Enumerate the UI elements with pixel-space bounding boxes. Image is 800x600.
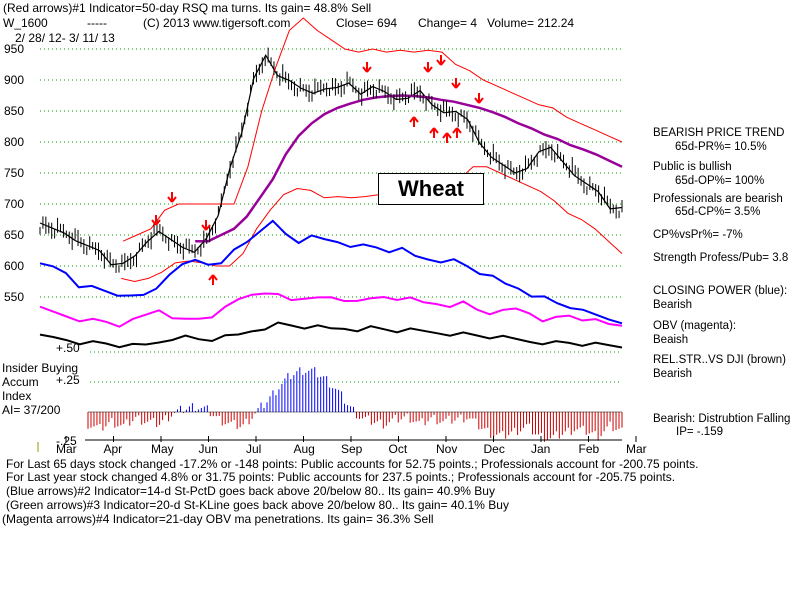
accumulation-bars — [87, 367, 623, 442]
right-line-7: Strength Profess/Pub= 3.8 — [653, 252, 789, 264]
right-line-13: Bearish — [653, 368, 692, 380]
x-tick-label: Nov — [436, 442, 457, 456]
bottom-line-1: For Last year stock changed 4.8% or 31.7… — [6, 470, 676, 484]
right-line-14: Bearish: Distrubtion Falling — [653, 413, 791, 425]
symbol-label: W_1600 — [3, 16, 48, 30]
right-line-15: IP= -.159 — [676, 426, 723, 438]
series-rel-strength-dji — [39, 321, 623, 349]
buy-arrow — [442, 132, 452, 143]
signal-arrows — [151, 55, 484, 285]
dashes-label: ----- — [87, 16, 107, 30]
series-obv — [39, 292, 623, 328]
x-tick-label: Aug — [294, 442, 315, 456]
accum-tick-minus25: -.25 — [56, 434, 77, 448]
x-tick-label: Jun — [199, 442, 218, 456]
bottom-line-0: For Last 65 days stock changed -17.2% or… — [6, 457, 699, 471]
x-tick-label: Feb — [579, 442, 600, 456]
x-tick-label: Jul — [246, 442, 261, 456]
y-tick-label: 550 — [4, 290, 24, 304]
sell-arrow — [423, 62, 433, 73]
change-label: Change= 4 — [418, 16, 478, 30]
right-line-0: BEARISH PRICE TREND — [653, 127, 785, 139]
x-tick-label: Oct — [389, 442, 408, 456]
ai-label: AI= 37/200 — [2, 403, 61, 417]
copyright-label: (C) 2013 www.tigersoft.com — [143, 16, 291, 30]
bottom-line-2: (Blue arrows)#2 Indicator=14-d St-PctD g… — [6, 484, 495, 498]
x-tick-label: Mar — [626, 442, 647, 456]
y-tick-label: 850 — [4, 104, 24, 118]
y-tick-label: 600 — [4, 259, 24, 273]
header-indicator-line: (Red arrows)#1 Indicator=50-day RSQ ma t… — [3, 1, 372, 15]
right-line-6: CP%vsPr%= -7% — [653, 229, 743, 241]
sell-arrow — [451, 78, 461, 89]
bottom-line-3: (Green arrows)#3 Indicator=20-d St-KLine… — [6, 498, 509, 512]
right-line-8: CLOSING POWER (blue): — [653, 285, 788, 297]
insider-buying-label: Insider Buying — [2, 361, 79, 375]
buy-arrow — [409, 116, 419, 127]
series-upper-band — [122, 17, 623, 242]
chart-title-box: Wheat — [378, 173, 484, 205]
x-tick-label: Dec — [484, 442, 505, 456]
x-axis: Mar Apr May Jun Jul Aug Sep Oct Nov Dec Jan Feb Mar — [37, 436, 647, 456]
y-tick-label: 900 — [4, 73, 24, 87]
index-label: Index — [2, 389, 32, 403]
sell-arrow — [436, 55, 446, 66]
right-line-5: 65d-CP%= 3.5% — [675, 206, 761, 218]
right-line-2: Public is bullish — [653, 161, 732, 173]
y-tick-label: 800 — [4, 135, 24, 149]
right-line-4: Professionals are bearish — [653, 193, 783, 205]
date-range-label: 2/ 28/ 12- 3/ 11/ 13 — [15, 31, 115, 45]
series-lines — [39, 17, 623, 349]
accum-label: Accum — [2, 375, 39, 389]
close-label: Close= 694 — [336, 16, 398, 30]
x-tick-label: Apr — [104, 442, 123, 456]
buy-arrow — [452, 127, 462, 138]
accum-tick-plus25: +.25 — [56, 373, 80, 387]
y-axis: 950 900 850 800 750 700 650 600 550 — [4, 42, 24, 304]
y-tick-label: 950 — [4, 42, 24, 56]
sell-arrow — [474, 93, 484, 104]
right-line-12: REL.STR..VS DJI (brown) — [653, 354, 786, 366]
buy-arrow — [208, 274, 218, 285]
buy-arrow — [429, 127, 439, 138]
bottom-line-4: (Magenta arrows)#4 Indicator=21-day OBV … — [2, 512, 434, 526]
sell-arrow — [201, 220, 211, 231]
series-closing-power — [39, 219, 623, 325]
right-line-9: Bearish — [653, 299, 692, 311]
sell-arrow — [362, 62, 372, 73]
right-line-3: 65d-OP%= 100% — [675, 175, 765, 187]
grid-lines — [40, 48, 622, 383]
x-tick-label: May — [151, 442, 174, 456]
series-lower-band — [121, 166, 623, 283]
series-50-day-ma — [195, 94, 623, 243]
x-tick-label: Jan — [531, 442, 550, 456]
sell-arrow — [151, 215, 161, 226]
y-tick-label: 700 — [4, 197, 24, 211]
x-tick-label: Sep — [341, 442, 363, 456]
accum-tick-plus50: +.50 — [56, 341, 80, 355]
right-line-1: 65d-PR%= 10.5% — [675, 141, 767, 153]
y-tick-label: 650 — [4, 228, 24, 242]
x-tick-label: Mar — [56, 442, 77, 456]
volume-label: Volume= 212.24 — [487, 16, 575, 30]
right-line-10: OBV (magenta): — [653, 320, 737, 332]
y-tick-label: 750 — [4, 166, 24, 180]
sell-arrow — [167, 192, 177, 203]
right-line-11: Beaish — [653, 334, 689, 346]
